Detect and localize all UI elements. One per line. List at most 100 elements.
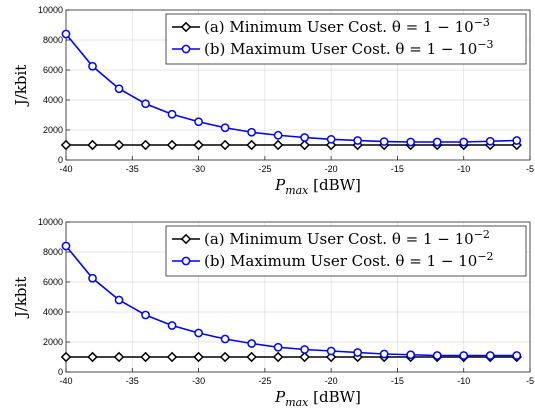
data-point bbox=[247, 127, 256, 137]
x-tick-label: -25 bbox=[258, 376, 271, 386]
data-point bbox=[167, 109, 177, 119]
chart-top: -40 -35 -30 -25 -20 -15 -10 -5 0 2000 4000 6000 8000… bbox=[12, 5, 534, 197]
legend-marker bbox=[181, 44, 191, 54]
y-tick-label: 0 bbox=[58, 367, 63, 377]
x-tick-label: -40 bbox=[59, 164, 72, 174]
y-tick-label: 8000 bbox=[43, 35, 63, 45]
data-point bbox=[87, 351, 98, 363]
data-point bbox=[325, 351, 337, 363]
legend: (a) Minimum User Cost. θ = 1 − 10−2(b) M… bbox=[165, 225, 527, 277]
x-axis-label: Pmax [dBW] bbox=[274, 176, 361, 197]
data-point bbox=[140, 351, 151, 363]
data-point bbox=[194, 117, 203, 127]
data-point bbox=[88, 61, 97, 71]
data-point bbox=[299, 351, 310, 363]
data-point bbox=[406, 137, 416, 147]
y-tick-label: 2000 bbox=[43, 337, 63, 347]
x-tick-label: -15 bbox=[391, 164, 404, 174]
legend-marker bbox=[180, 21, 192, 33]
data-point bbox=[61, 241, 71, 251]
x-tick-label: -35 bbox=[126, 164, 139, 174]
data-point bbox=[273, 342, 283, 352]
x-tick-label: -30 bbox=[192, 376, 205, 386]
data-point bbox=[141, 99, 150, 109]
x-tick-label: -30 bbox=[192, 164, 205, 174]
x-tick-label: -20 bbox=[325, 164, 338, 174]
y-tick-label: 10000 bbox=[38, 5, 63, 15]
x-tick-label: -5 bbox=[526, 164, 534, 174]
data-point bbox=[485, 351, 495, 360]
data-point bbox=[326, 134, 336, 144]
data-point bbox=[194, 328, 203, 338]
data-point bbox=[87, 139, 98, 151]
data-point bbox=[246, 351, 257, 363]
x-tick-label: -35 bbox=[126, 376, 139, 386]
data-point bbox=[193, 351, 204, 363]
data-point bbox=[88, 273, 97, 283]
data-point bbox=[512, 136, 522, 145]
data-point bbox=[272, 351, 284, 363]
data-point bbox=[166, 139, 178, 151]
legend-box bbox=[165, 225, 527, 277]
legend-label: (a) Minimum User Cost. θ = 1 − 10−2 bbox=[204, 228, 490, 248]
y-tick-label: 2000 bbox=[43, 125, 63, 135]
data-point bbox=[300, 133, 309, 142]
data-point bbox=[379, 137, 389, 146]
data-point bbox=[60, 351, 72, 363]
data-point bbox=[141, 310, 150, 320]
data-point bbox=[432, 351, 442, 360]
data-point bbox=[353, 136, 363, 145]
data-point bbox=[193, 139, 204, 151]
data-point bbox=[140, 139, 151, 151]
data-point bbox=[459, 351, 469, 360]
data-point bbox=[113, 351, 125, 363]
data-point bbox=[432, 137, 442, 147]
data-point bbox=[167, 321, 177, 330]
y-tick-label: 6000 bbox=[43, 277, 63, 287]
data-point bbox=[379, 349, 389, 359]
data-point bbox=[272, 139, 284, 151]
data-point bbox=[512, 351, 522, 360]
data-point bbox=[219, 351, 231, 363]
data-point bbox=[247, 339, 256, 348]
legend-marker bbox=[180, 233, 192, 245]
y-tick-label: 8000 bbox=[43, 247, 63, 257]
data-point bbox=[299, 139, 310, 151]
x-axis-label: Pmax [dBW] bbox=[274, 388, 361, 409]
legend-label: (a) Minimum User Cost. θ = 1 − 10−3 bbox=[204, 16, 490, 36]
y-tick-label: 4000 bbox=[43, 95, 63, 105]
data-point bbox=[114, 84, 124, 94]
y-axis-label: J/kbit bbox=[12, 65, 30, 108]
data-point bbox=[219, 139, 231, 151]
data-point bbox=[246, 139, 257, 151]
x-tick-label: -10 bbox=[457, 376, 470, 386]
y-tick-label: 0 bbox=[58, 155, 63, 165]
x-tick-label: -5 bbox=[526, 376, 534, 386]
legend-label: (b) Maximum User Cost. θ = 1 − 10−2 bbox=[204, 250, 494, 270]
data-point bbox=[114, 295, 124, 305]
legend-box bbox=[165, 13, 527, 65]
series-maximum-user-cost bbox=[61, 29, 522, 147]
data-point bbox=[273, 130, 283, 140]
axes-frame bbox=[65, 221, 531, 373]
x-tick-label: -40 bbox=[59, 376, 72, 386]
data-point bbox=[326, 346, 336, 356]
data-point bbox=[459, 137, 469, 147]
axes-frame bbox=[65, 9, 531, 161]
data-point bbox=[113, 139, 125, 151]
data-point bbox=[353, 348, 363, 357]
chart-bottom: -40 -35 -30 -25 -20 -15 -10 -5 0 2000 4000 6000 8000… bbox=[12, 217, 534, 409]
series-line bbox=[65, 245, 517, 357]
series-line bbox=[65, 33, 517, 143]
legend-label: (b) Maximum User Cost. θ = 1 − 10−3 bbox=[204, 38, 494, 58]
data-point bbox=[485, 136, 495, 146]
data-point bbox=[166, 351, 178, 363]
x-tick-label: -25 bbox=[258, 164, 271, 174]
data-point bbox=[220, 123, 230, 133]
data-point bbox=[300, 345, 309, 354]
series-maximum-user-cost bbox=[61, 241, 522, 360]
y-axis-label: J/kbit bbox=[12, 277, 30, 320]
data-point bbox=[60, 139, 72, 151]
y-tick-label: 4000 bbox=[43, 307, 63, 317]
